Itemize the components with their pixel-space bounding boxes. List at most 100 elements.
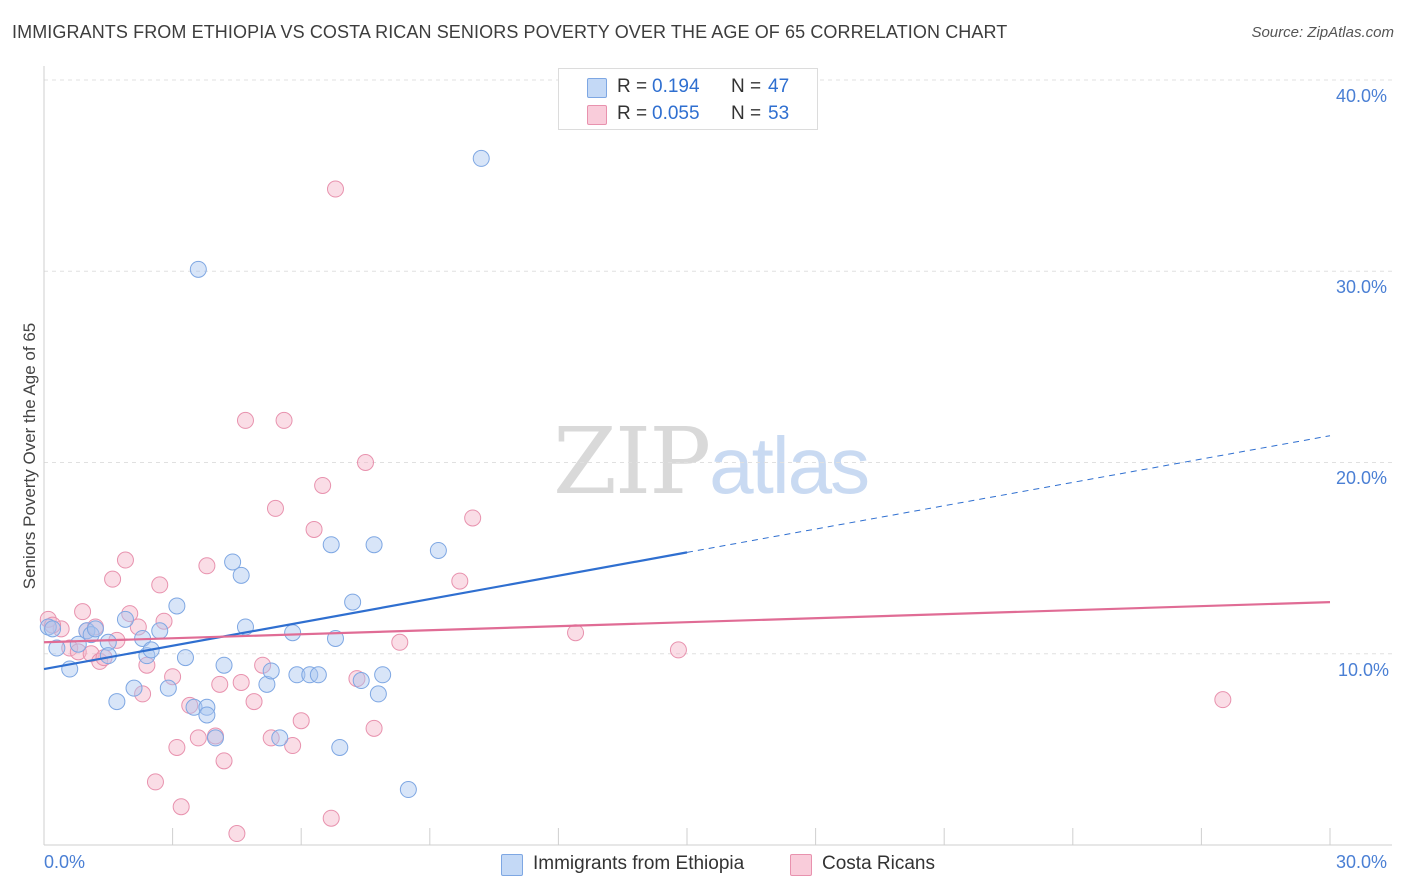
data-point: [181, 696, 199, 714]
data-point: [254, 656, 272, 674]
data-point: [451, 572, 469, 590]
grid-lines: [44, 79, 1392, 655]
data-point: [215, 656, 233, 674]
data-point: [232, 673, 250, 691]
data-point: [301, 666, 319, 684]
legend-label: Immigrants from Ethiopia: [533, 853, 745, 874]
y-tick-label-30: 30.0%: [1336, 277, 1388, 297]
data-point: [288, 666, 306, 684]
legend-swatch-pink: [790, 854, 812, 876]
data-point: [344, 593, 362, 611]
data-point: [275, 411, 293, 429]
data-point: [44, 620, 62, 638]
data-point: [228, 825, 246, 843]
legend-swatch-blue: [501, 854, 523, 876]
data-point: [245, 693, 263, 711]
data-point: [48, 639, 66, 657]
data-point: [472, 149, 490, 167]
data-point: [305, 520, 323, 538]
data-point: [198, 706, 216, 724]
data-point: [185, 698, 203, 716]
data-point: [206, 729, 224, 747]
n-label: N =: [731, 103, 762, 124]
r-value: 0.055: [652, 103, 700, 124]
data-point: [164, 668, 182, 686]
data-point: [232, 566, 250, 584]
data-point: [262, 662, 280, 680]
data-point: [292, 712, 310, 730]
data-point: [104, 570, 122, 588]
x-tick-label-min: 0.0%: [44, 852, 86, 872]
data-point: [146, 773, 164, 791]
data-point: [348, 670, 366, 688]
series-legend: Immigrants from Ethiopia Costa Ricans: [0, 850, 1406, 880]
watermark-atlas: atlas: [709, 421, 870, 510]
data-point: [159, 679, 177, 697]
data-point: [39, 618, 57, 636]
data-point: [61, 639, 79, 657]
data-point: [151, 622, 169, 640]
data-point: [129, 618, 147, 636]
data-point: [399, 781, 417, 799]
data-point: [99, 633, 117, 651]
data-point: [271, 729, 289, 747]
data-point: [567, 624, 585, 642]
source-label: Source: ZipAtlas.com: [1251, 24, 1394, 41]
y-tick-label-40: 40.0%: [1336, 86, 1388, 106]
data-point: [116, 551, 134, 569]
legend-label: Costa Ricans: [822, 853, 935, 874]
data-point: [429, 541, 447, 559]
data-point: [369, 685, 387, 703]
data-point: [326, 180, 344, 198]
axes: [43, 66, 1392, 846]
data-point: [74, 603, 92, 621]
data-point: [365, 536, 383, 554]
data-point: [151, 576, 169, 594]
data-point: [322, 536, 340, 554]
watermark: ZIPatlas: [553, 408, 870, 515]
data-point: [125, 679, 143, 697]
data-point: [116, 610, 134, 628]
data-point: [108, 693, 126, 711]
data-point: [172, 798, 190, 816]
trend-line-ethiopia-projection: [686, 435, 1331, 553]
data-point: [464, 509, 482, 527]
chart-title: IMMIGRANTS FROM ETHIOPIA VS COSTA RICAN …: [12, 22, 1008, 42]
data-point: [198, 557, 216, 575]
data-point: [374, 666, 392, 684]
data-point: [352, 672, 370, 690]
data-point: [44, 616, 62, 634]
legend-swatch-pink: [587, 105, 607, 125]
correlation-legend: R = 0.194 N = 47 R = 0.055 N = 53: [558, 68, 818, 130]
n-value: 53: [768, 103, 790, 124]
data-point: [134, 685, 152, 703]
y-tick-label-20: 20.0%: [1336, 468, 1388, 488]
data-point: [331, 738, 349, 756]
r-label: R =: [617, 103, 648, 124]
legend-swatch-blue: [587, 78, 607, 98]
data-point: [284, 737, 302, 755]
data-point: [236, 411, 254, 429]
data-point: [86, 620, 104, 638]
data-point: [322, 809, 340, 827]
data-point: [284, 624, 302, 642]
y-tick-label-10: 10.0%: [1338, 660, 1390, 680]
data-point: [258, 675, 276, 693]
data-point: [211, 675, 229, 693]
y-axis-label: Seniors Poverty Over the Age of 65: [20, 322, 39, 590]
data-point: [326, 629, 344, 647]
data-point: [176, 649, 194, 667]
data-point: [168, 597, 186, 615]
data-point: [391, 633, 409, 651]
data-point: [52, 620, 70, 638]
data-point: [262, 729, 280, 747]
n-label: N =: [731, 76, 762, 97]
data-point: [189, 729, 207, 747]
data-point: [314, 476, 332, 494]
data-point: [365, 719, 383, 737]
trend-lines: [43, 435, 1331, 671]
trend-line-costa-ricans: [43, 601, 1331, 644]
r-label: R =: [617, 76, 648, 97]
watermark-zip: ZIP: [553, 408, 711, 515]
